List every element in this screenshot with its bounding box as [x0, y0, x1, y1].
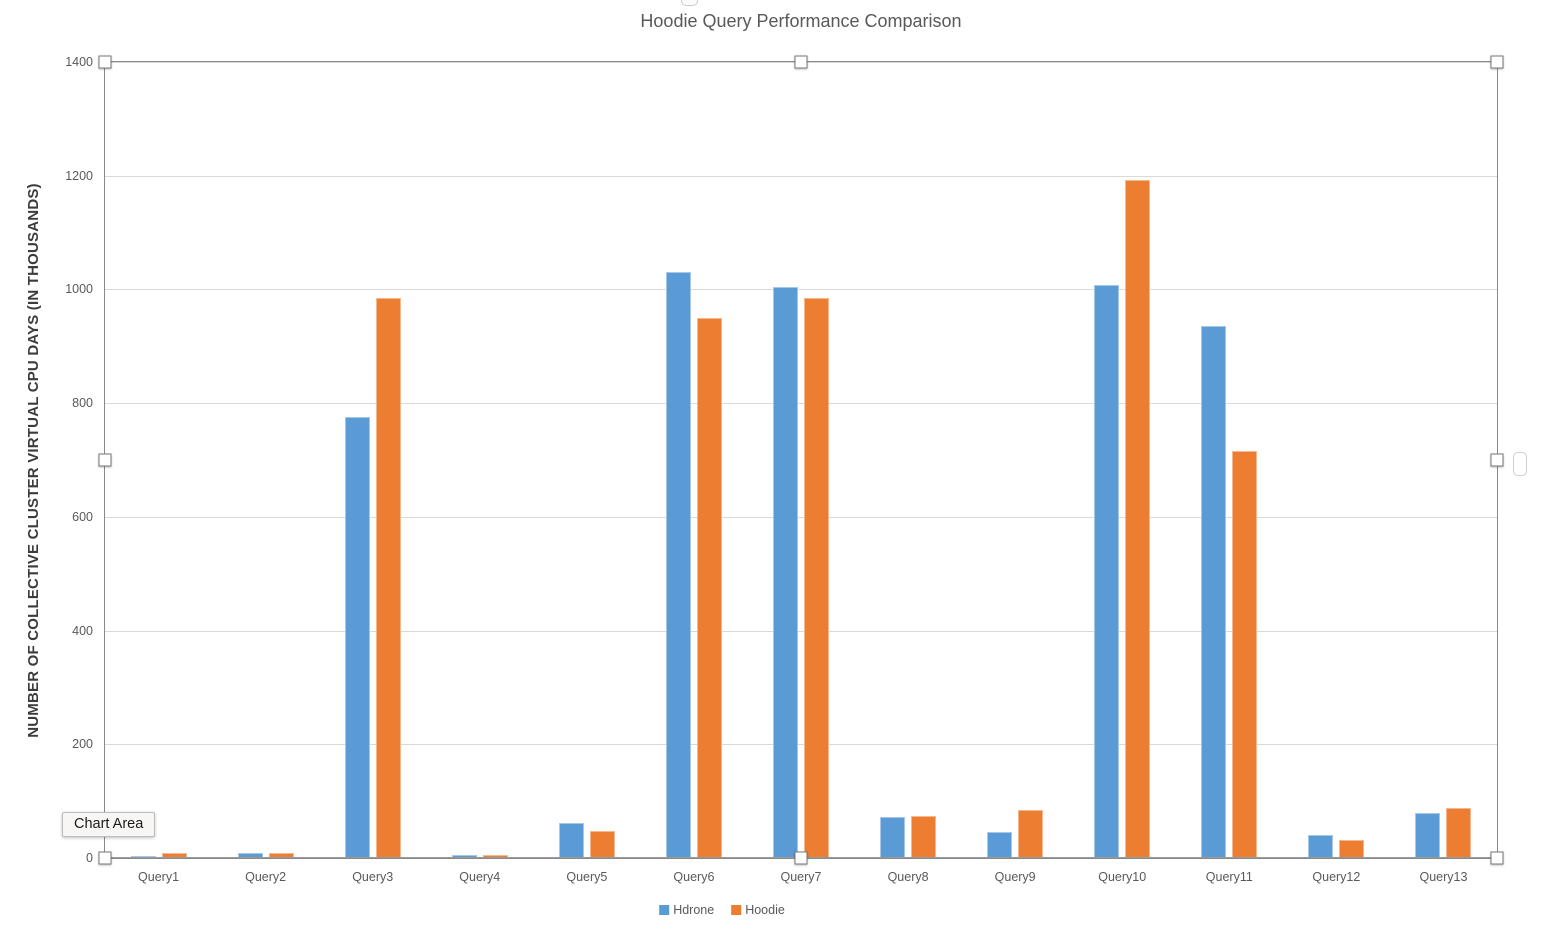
x-tick-label: Query2 — [245, 870, 287, 884]
y-tick-label: 200 — [72, 737, 93, 752]
bar-hoodie-query11[interactable] — [1232, 451, 1258, 858]
x-tick-label: Query3 — [352, 870, 394, 884]
chart-object-side-handle[interactable] — [1513, 452, 1527, 476]
x-tick-label: Query10 — [1098, 870, 1147, 884]
bar-hoodie-query5[interactable] — [589, 831, 615, 858]
bar-hoodie-query8[interactable] — [911, 816, 937, 858]
legend-label: Hoodie — [745, 903, 785, 917]
y-tick-label: 400 — [72, 623, 93, 638]
plot-area-selection-frame — [104, 61, 1498, 859]
selection-handle[interactable] — [1490, 55, 1504, 69]
bar-hoodie-query9[interactable] — [1018, 810, 1044, 858]
selection-handle[interactable] — [794, 55, 808, 69]
bar-hdrone-query8[interactable] — [880, 817, 906, 858]
bar-hdrone-query5[interactable] — [558, 823, 584, 858]
legend-item-hoodie[interactable]: Hoodie — [731, 903, 785, 917]
bar-hdrone-query6[interactable] — [665, 272, 691, 858]
y-tick-label: 1400 — [65, 55, 93, 69]
bar-hdrone-query2[interactable] — [237, 853, 263, 858]
x-tick-label: Query6 — [673, 870, 715, 884]
bar-hoodie-query13[interactable] — [1446, 808, 1472, 858]
bar-hoodie-query4[interactable] — [482, 855, 508, 858]
gridline — [105, 744, 1497, 746]
gridline — [105, 289, 1497, 291]
bar-hdrone-query4[interactable] — [451, 855, 477, 858]
selection-handle[interactable] — [1490, 851, 1504, 865]
chart-area-tooltip: Chart Area — [62, 812, 156, 837]
y-tick-label: 800 — [72, 396, 93, 411]
bar-hdrone-query3[interactable] — [344, 417, 370, 858]
x-tick-label: Query4 — [459, 870, 501, 884]
bar-hoodie-query6[interactable] — [696, 318, 722, 858]
legend[interactable]: Hdrone Hoodie — [659, 903, 785, 917]
selection-handle[interactable] — [794, 851, 808, 865]
gridline — [105, 175, 1497, 177]
x-tick-label: Query9 — [994, 870, 1036, 884]
legend-label: Hdrone — [673, 903, 715, 917]
bar-hdrone-query11[interactable] — [1201, 326, 1227, 858]
bar-hoodie-query1[interactable] — [161, 853, 187, 858]
x-tick-label: Query1 — [138, 870, 180, 884]
selection-handle[interactable] — [98, 851, 112, 865]
x-tick-label: Query8 — [887, 870, 929, 884]
selection-handle[interactable] — [1490, 453, 1504, 467]
gridline — [105, 403, 1497, 405]
selection-handle[interactable] — [98, 453, 112, 467]
y-tick-label: 1200 — [65, 168, 93, 183]
legend-swatch — [731, 905, 742, 915]
x-tick-label: Query13 — [1419, 870, 1468, 884]
x-tick-label: Query11 — [1205, 870, 1253, 884]
legend-swatch — [659, 905, 670, 915]
bar-hdrone-query9[interactable] — [987, 832, 1013, 858]
bar-hoodie-query12[interactable] — [1339, 840, 1365, 858]
chart-title[interactable]: Hoodie Query Performance Comparison — [640, 11, 962, 31]
bar-hoodie-query2[interactable] — [268, 853, 294, 858]
bar-hoodie-query3[interactable] — [375, 298, 401, 858]
bar-hdrone-query13[interactable] — [1415, 813, 1441, 858]
x-tick-label: Query12 — [1312, 870, 1361, 884]
bar-hoodie-query7[interactable] — [804, 298, 829, 858]
selection-handle[interactable] — [98, 55, 112, 69]
gridline — [105, 630, 1497, 632]
bar-hoodie-query10[interactable] — [1125, 180, 1151, 858]
bar-hdrone-query12[interactable] — [1308, 835, 1334, 858]
y-tick-label: 600 — [72, 509, 93, 524]
y-tick-label: 0 — [86, 851, 93, 865]
y-tick-label: 1000 — [65, 282, 93, 297]
y-axis-title[interactable]: NUMBER OF COLLECTIVE CLUSTER VIRTUAL CPU… — [25, 183, 42, 738]
x-tick-label: Query5 — [566, 870, 608, 884]
bar-hdrone-query7[interactable] — [773, 287, 798, 858]
gridline — [105, 516, 1497, 518]
legend-item-hdrone[interactable]: Hdrone — [659, 903, 714, 917]
x-tick-label: Query7 — [780, 870, 822, 884]
bar-hdrone-query10[interactable] — [1094, 285, 1120, 858]
chart-object-top-handle[interactable] — [681, 0, 698, 6]
